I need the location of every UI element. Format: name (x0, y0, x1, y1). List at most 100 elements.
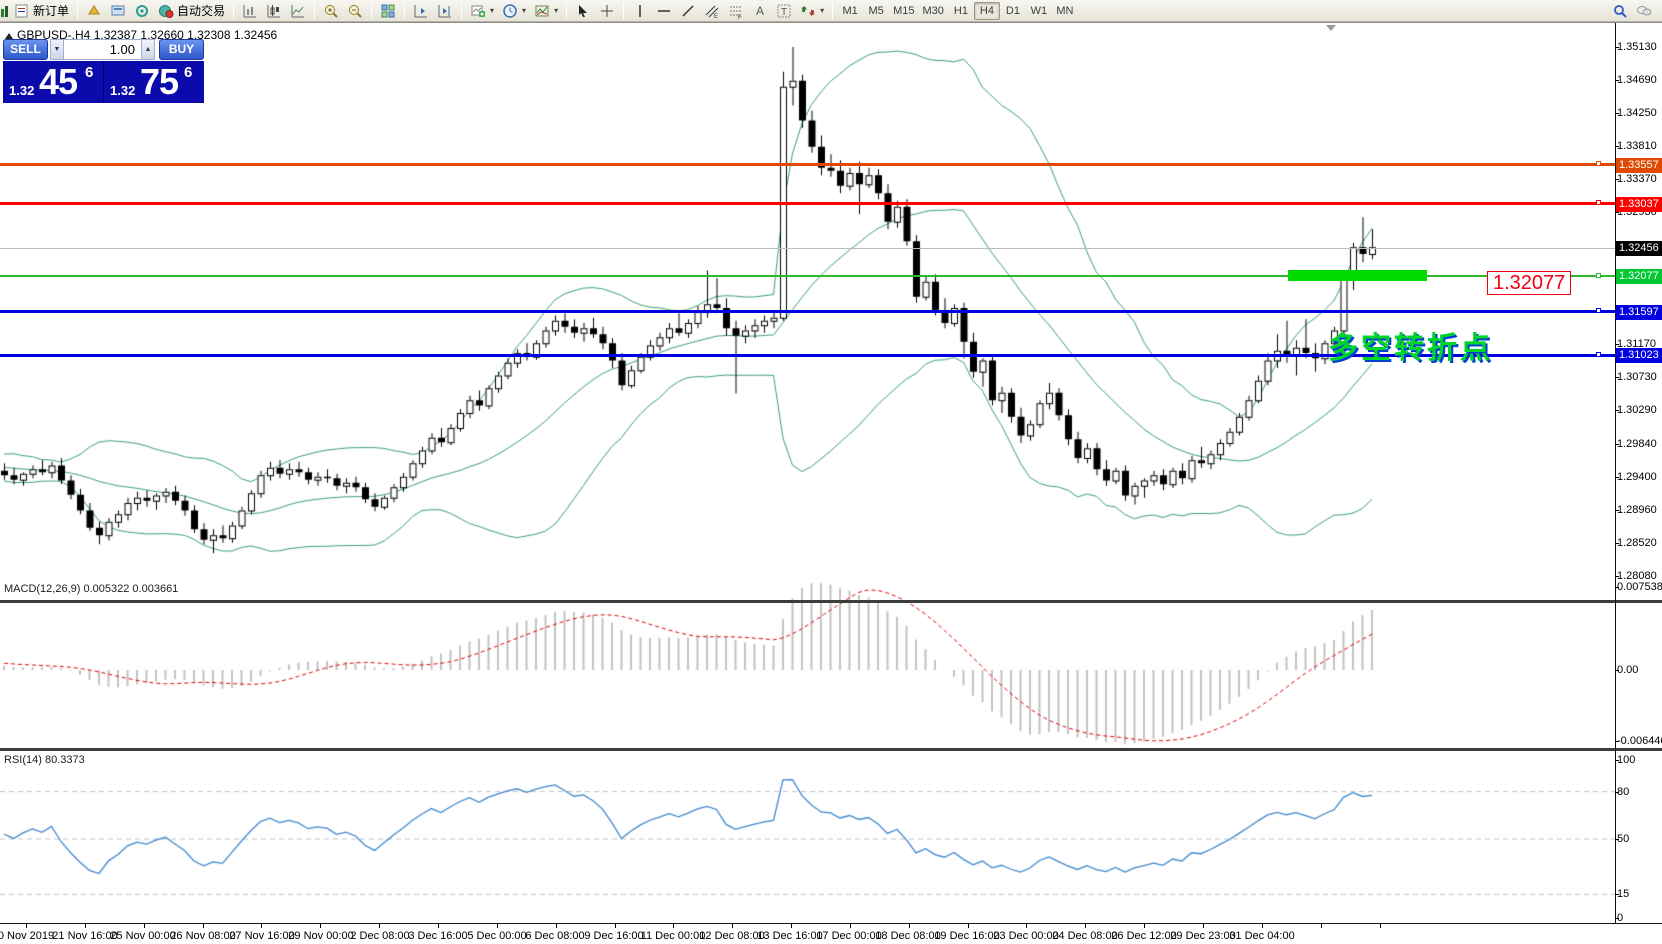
axis-tick-mark (1615, 179, 1619, 180)
price-tick: 1.29400 (1617, 470, 1657, 483)
volume-increase-button[interactable]: ▲ (141, 39, 155, 60)
toolbar-separator (832, 2, 834, 19)
timeframe-m1[interactable]: M1 (842, 4, 858, 17)
rsi-pane-separator[interactable] (0, 748, 1662, 751)
time-label: 9 Dec 16:00 (584, 930, 644, 942)
time-tick-mark (437, 924, 439, 928)
buy-quote[interactable]: 1.32 75 6 (104, 61, 204, 103)
trendline-icon (680, 3, 696, 19)
crosshair-tool-button[interactable] (595, 2, 619, 20)
macd-tick: -0.006446 (1617, 734, 1662, 747)
price-chart-canvas[interactable] (0, 23, 1615, 923)
chart-shift-marker-icon[interactable] (1326, 25, 1336, 31)
toolbar-separator (623, 2, 625, 19)
autotrading-button[interactable]: 自动交易 (154, 1, 229, 20)
timeframe-h4[interactable]: H4 (973, 1, 1000, 20)
time-label: 23 Dec 00:00 (993, 930, 1059, 942)
search-button[interactable] (1608, 2, 1632, 20)
search-icon (1612, 3, 1628, 19)
axis-tick-mark (1615, 146, 1619, 147)
price-tick: 1.29840 (1617, 437, 1657, 450)
market-watch-button[interactable] (82, 2, 106, 20)
signal-button[interactable] (130, 2, 154, 20)
vertical-line-tool[interactable] (628, 2, 652, 20)
time-tick-mark (261, 924, 263, 928)
timeframe-m15[interactable]: M15 (893, 4, 915, 17)
horizontal-line-object[interactable] (0, 308, 1615, 314)
support-rectangle-object[interactable] (1288, 270, 1427, 282)
chevron-down-icon: ▾ (490, 6, 495, 15)
line-anchor-marker[interactable] (1596, 161, 1601, 167)
market-watch-icon (86, 3, 102, 19)
timeframe-m5[interactable]: M5 (868, 4, 884, 17)
sell-button[interactable]: SELL (3, 39, 48, 60)
new-chart-button[interactable]: ▾ (466, 2, 498, 20)
horizontal-line-object[interactable] (0, 161, 1615, 167)
periods-button[interactable]: ▾ (498, 2, 530, 20)
channel-tool[interactable]: E (700, 2, 724, 20)
arrows-tool[interactable]: ▾ (796, 2, 828, 20)
time-tick-mark (791, 924, 793, 928)
autotrading-label: 自动交易 (177, 4, 226, 18)
zoom-out-button[interactable] (343, 2, 367, 20)
line-price-badge: 1.33557 (1616, 157, 1662, 173)
line-anchor-marker[interactable] (1596, 200, 1601, 206)
zoom-in-button[interactable] (319, 2, 343, 20)
timeframe-d1[interactable]: D1 (1005, 4, 1020, 17)
axis-tick-mark (1615, 377, 1619, 378)
macd-values: 0.005322 0.003661 (83, 583, 179, 595)
pivot-annotation-text[interactable]: 多空转折点 (1328, 332, 1493, 365)
chart-title: GBPUSD-,H4 1.32387 1.32660 1.32308 1.324… (5, 28, 277, 42)
new-order-button[interactable]: 新订单 (10, 1, 73, 20)
volume-decrease-button[interactable]: ▼ (50, 39, 64, 60)
tile-windows-button[interactable] (376, 2, 400, 20)
line-anchor-marker[interactable] (1596, 272, 1601, 278)
timeframe-m30[interactable]: M30 (922, 4, 944, 17)
line-anchor-marker[interactable] (1596, 308, 1601, 314)
macd-pane-separator[interactable] (0, 600, 1662, 603)
line-anchor-marker[interactable] (1596, 351, 1601, 357)
horizontal-line-object[interactable] (0, 200, 1615, 206)
indicators-icon (534, 3, 550, 19)
bar-chart-button[interactable] (238, 2, 262, 20)
text-tool[interactable]: A (748, 2, 772, 20)
auto-scroll-button[interactable] (409, 2, 433, 20)
sell-quote[interactable]: 1.32 45 6 (3, 61, 103, 103)
chart-shift-button[interactable] (433, 2, 457, 20)
text-label-tool[interactable]: T (772, 2, 796, 20)
time-tick-mark (1026, 924, 1028, 928)
line-price-badge: 1.33037 (1616, 196, 1662, 212)
profiles-button[interactable] (106, 2, 130, 20)
timeframe-h1[interactable]: H1 (953, 4, 968, 17)
fibonacci-tool[interactable]: F (724, 2, 748, 20)
horizontal-line-object[interactable] (0, 272, 1615, 278)
cursor-tool-button[interactable] (571, 2, 595, 20)
time-axis[interactable]: 0 Nov 2019 21 Nov 16:00 25 Nov 00:00 26 Nov… (0, 924, 1662, 944)
horizontal-line-tool[interactable] (652, 2, 676, 20)
line-chart-button[interactable] (286, 2, 310, 20)
trendline-tool[interactable] (676, 2, 700, 20)
text-label-icon: T (776, 3, 792, 19)
time-tick-mark (496, 924, 498, 928)
volume-input[interactable] (64, 39, 141, 60)
sell-price-prefix: 1.32 (9, 83, 35, 98)
price-tick: 1.30290 (1617, 404, 1657, 416)
rsi-value: 80.3373 (44, 754, 85, 766)
axis-tick-mark (1615, 509, 1619, 511)
line-chart-icon (290, 3, 306, 19)
chat-button[interactable] (1632, 2, 1656, 20)
candlestick-chart-button[interactable] (262, 2, 286, 20)
time-label: 5 Dec 00:00 (467, 930, 527, 942)
horizontal-line-object[interactable] (0, 351, 1615, 357)
axis-tick-mark (1615, 918, 1619, 919)
buy-button[interactable]: BUY (159, 39, 204, 60)
axis-tick-mark (1615, 344, 1619, 345)
price-level-text-label[interactable]: 1.32077 (1487, 271, 1572, 295)
svg-text:F: F (738, 15, 742, 19)
time-tick-mark (379, 924, 381, 928)
new-order-icon (14, 3, 30, 19)
timeframe-mn[interactable]: MN (1056, 4, 1074, 17)
timeframe-w1[interactable]: W1 (1030, 4, 1048, 17)
price-tick: 1.30730 (1617, 371, 1657, 383)
indicators-button[interactable]: ▾ (530, 2, 562, 20)
